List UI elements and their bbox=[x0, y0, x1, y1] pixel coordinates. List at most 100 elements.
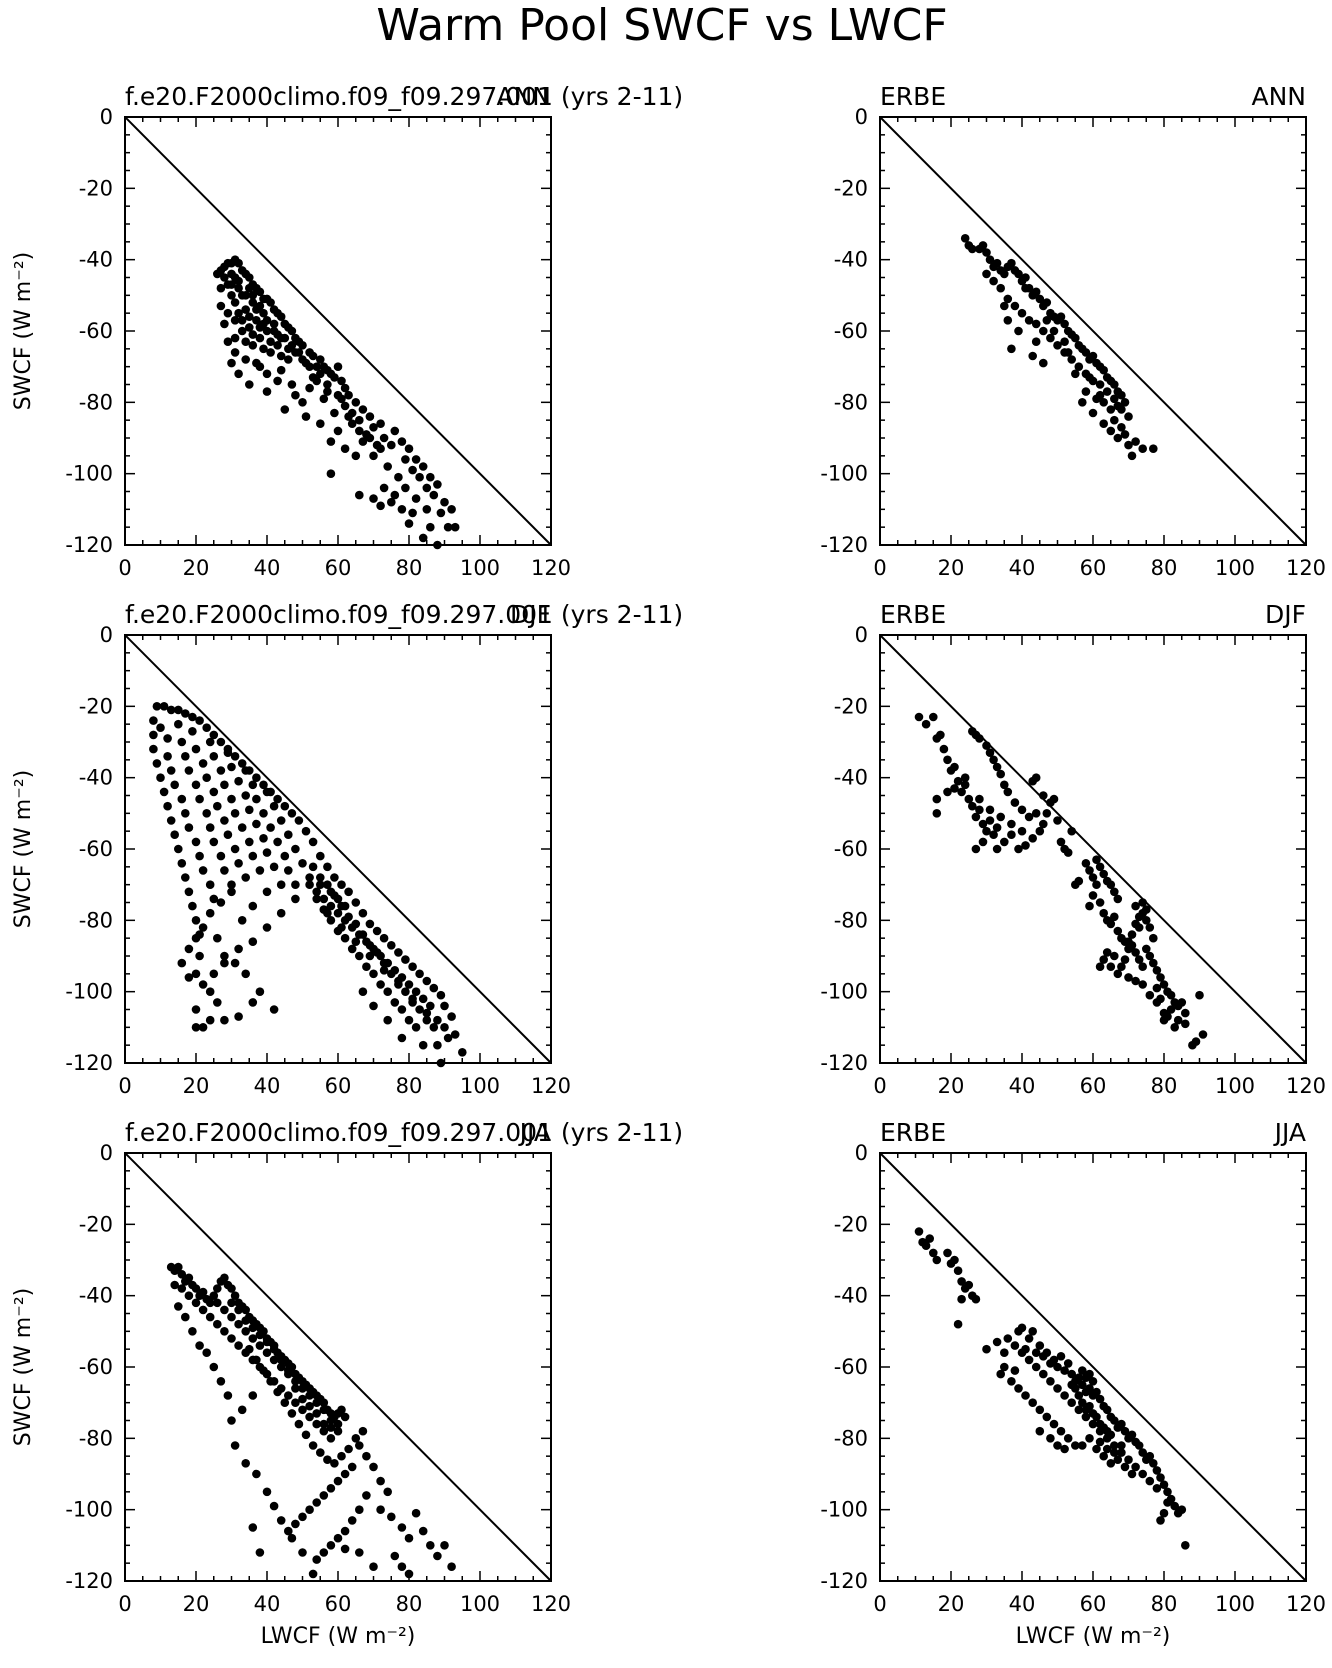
scatter-point bbox=[1124, 412, 1133, 421]
scatter-point bbox=[220, 781, 229, 790]
scatter-point bbox=[185, 823, 194, 832]
scatter-point bbox=[227, 359, 236, 368]
scatter-point bbox=[440, 1023, 449, 1032]
scatter-point bbox=[224, 309, 233, 318]
scatter-point bbox=[1085, 902, 1094, 911]
scatter-point bbox=[288, 809, 297, 818]
x-tick-label: 120 bbox=[1286, 1074, 1326, 1098]
scatter-point bbox=[1028, 1327, 1037, 1336]
scatter-point bbox=[1014, 327, 1023, 336]
scatter-point bbox=[1160, 1016, 1169, 1025]
scatter-point bbox=[241, 791, 250, 800]
scatter-point bbox=[291, 1384, 300, 1393]
scatter-point bbox=[954, 1320, 963, 1329]
scatter-point bbox=[245, 838, 254, 847]
scatter-point bbox=[206, 1313, 215, 1322]
panel-left-title: f.e20.F2000climo.f09_f09.297.001 (yrs 2-… bbox=[125, 82, 683, 111]
scatter-point bbox=[320, 1491, 329, 1500]
scatter-point bbox=[256, 987, 265, 996]
scatter-point bbox=[327, 1541, 336, 1550]
scatter-point bbox=[149, 745, 158, 754]
scatter-point bbox=[1025, 1356, 1034, 1365]
scatter-point bbox=[1195, 991, 1204, 1000]
y-tick-label: -80 bbox=[834, 1426, 868, 1450]
scatter-point bbox=[426, 473, 435, 482]
scatter-point bbox=[1085, 1434, 1094, 1443]
scatter-point bbox=[1128, 1470, 1137, 1479]
scatter-point bbox=[352, 398, 361, 407]
scatter-point bbox=[302, 412, 311, 421]
x-axis-label: LWCF (W m⁻²) bbox=[261, 1624, 416, 1649]
scatter-point bbox=[352, 937, 361, 946]
scatter-point bbox=[344, 1445, 353, 1454]
scatter-point bbox=[224, 748, 233, 757]
scatter-point bbox=[309, 1441, 318, 1450]
y-tick-label: -40 bbox=[834, 248, 868, 272]
scatter-point bbox=[249, 937, 258, 946]
scatter-point bbox=[1110, 1448, 1119, 1457]
x-tick-label: 100 bbox=[1215, 1592, 1255, 1616]
scatter-point bbox=[291, 880, 300, 889]
scatter-point bbox=[312, 1409, 321, 1418]
x-tick-label: 40 bbox=[254, 556, 281, 580]
scatter-point bbox=[1089, 409, 1098, 418]
scatter-point bbox=[249, 1523, 258, 1532]
panel-left-title: f.e20.F2000climo.f09_f09.297.001 (yrs 2-… bbox=[125, 1118, 683, 1147]
scatter-point bbox=[298, 859, 307, 868]
scatter-point bbox=[281, 1398, 290, 1407]
scatter-point bbox=[156, 723, 165, 732]
scatter-point bbox=[1110, 416, 1119, 425]
y-tick-label: -120 bbox=[820, 1051, 868, 1075]
y-axis-label: SWCF (W m⁻²) bbox=[11, 252, 36, 411]
scatter-point bbox=[1011, 798, 1020, 807]
scatter-points bbox=[915, 1227, 1190, 1549]
scatter-point bbox=[234, 859, 243, 868]
scatter-point bbox=[231, 348, 240, 357]
scatter-point bbox=[291, 895, 300, 904]
scatter-point bbox=[1199, 1030, 1208, 1039]
scatter-point bbox=[1153, 1484, 1162, 1493]
scatter-point bbox=[423, 977, 432, 986]
scatter-point bbox=[217, 284, 226, 293]
scatter-point bbox=[1039, 327, 1048, 336]
scatter-point bbox=[220, 1327, 229, 1336]
scatter-point bbox=[163, 802, 172, 811]
scatter-point bbox=[394, 473, 403, 482]
scatter-point bbox=[210, 970, 219, 979]
scatter-point bbox=[405, 1534, 414, 1543]
scatter-point bbox=[188, 902, 197, 911]
y-tick-label: 0 bbox=[100, 623, 113, 647]
y-tick-label: -80 bbox=[79, 908, 113, 932]
scatter-point bbox=[188, 1327, 197, 1336]
x-tick-label: 100 bbox=[1215, 556, 1255, 580]
scatter-point bbox=[398, 505, 407, 514]
scatter-point bbox=[249, 291, 258, 300]
scatter-point bbox=[1117, 1441, 1126, 1450]
scatter-point bbox=[1028, 834, 1037, 843]
scatter-point bbox=[249, 852, 258, 861]
scatter-point bbox=[231, 298, 240, 307]
scatter-point bbox=[231, 809, 240, 818]
y-tick-label: 0 bbox=[100, 105, 113, 129]
scatter-point bbox=[284, 1366, 293, 1375]
scatter-point bbox=[252, 359, 261, 368]
scatter-point bbox=[359, 909, 368, 918]
y-axis-label: SWCF (W m⁻²) bbox=[11, 770, 36, 929]
scatter-point bbox=[1131, 902, 1140, 911]
scatter-point bbox=[1110, 913, 1119, 922]
y-tick-label: -20 bbox=[79, 1212, 113, 1236]
scatter-point bbox=[341, 1545, 350, 1554]
scatter-point bbox=[433, 1041, 442, 1050]
scatter-point bbox=[1018, 1324, 1027, 1333]
scatter-point bbox=[185, 1291, 194, 1300]
scatter-point bbox=[352, 452, 361, 461]
scatter-point bbox=[231, 845, 240, 854]
scatter-point bbox=[252, 820, 261, 829]
scatter-panel: 0 20 40 60 80 100 1200-20-40-60-80-100-120f.e2… bbox=[11, 600, 683, 1098]
scatter-point bbox=[1021, 273, 1030, 282]
scatter-point bbox=[380, 484, 389, 493]
scatter-point bbox=[965, 1281, 974, 1290]
scatter-point bbox=[320, 1548, 329, 1557]
scatter-point bbox=[256, 302, 265, 311]
